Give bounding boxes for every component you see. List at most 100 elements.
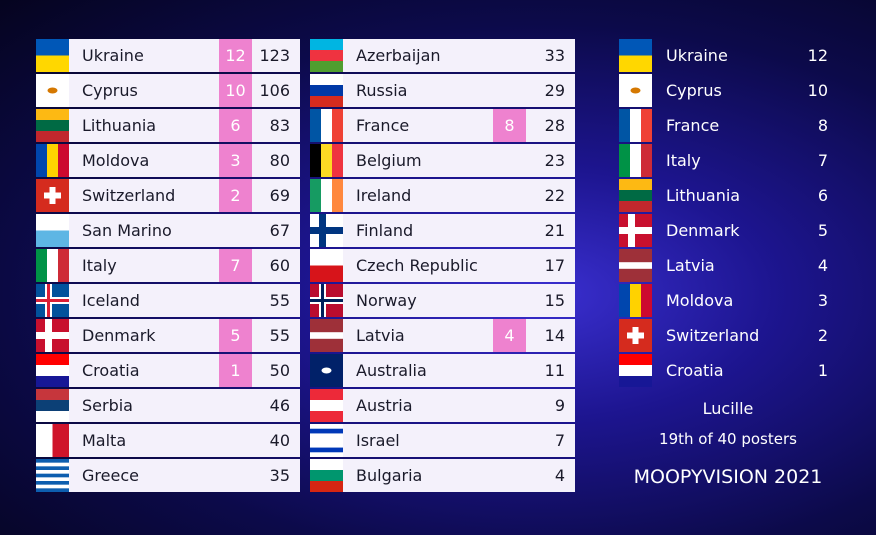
country: Croatia (82, 361, 140, 380)
flag (36, 144, 69, 177)
total: 29 (544, 81, 565, 100)
score-row: Ukraine 12 123 (36, 39, 300, 72)
flag (310, 319, 343, 352)
flag (619, 319, 652, 352)
total: 14 (544, 326, 565, 345)
country: Czech Republic (356, 256, 478, 275)
country: Moldova (666, 291, 734, 310)
total: 80 (269, 151, 290, 170)
flag (310, 459, 343, 492)
total: 35 (269, 466, 290, 485)
total: 33 (544, 46, 565, 65)
points: 4 (493, 319, 526, 352)
total: 55 (269, 326, 290, 345)
score-row: Belgium 23 (310, 144, 575, 177)
flag (36, 389, 69, 422)
flag (36, 284, 69, 317)
flag (619, 284, 653, 317)
country: Norway (356, 291, 417, 310)
country: Cyprus (82, 81, 138, 100)
country: Serbia (82, 396, 133, 415)
score-row: Austria 9 (310, 389, 575, 422)
country: Russia (356, 81, 408, 100)
country: Cyprus (666, 81, 722, 100)
country: France (666, 116, 720, 135)
total: 15 (544, 291, 565, 310)
score-row: Bulgaria 4 (310, 459, 575, 492)
flag (310, 354, 343, 387)
flag (36, 39, 69, 72)
flag (619, 144, 653, 177)
points: 7 (219, 249, 252, 282)
country: Denmark (666, 221, 740, 240)
country: Switzerland (666, 326, 760, 345)
score-row: Greece 35 (36, 459, 300, 492)
total: 106 (259, 81, 290, 100)
country: Iceland (82, 291, 140, 310)
score-row: Iceland 55 (36, 284, 300, 317)
score-row: Cyprus 10 106 (36, 74, 300, 107)
points: 3 (817, 291, 828, 310)
score-row: Moldova 3 80 (36, 144, 300, 177)
total: 40 (269, 431, 290, 450)
flag (619, 109, 653, 142)
flag (619, 179, 652, 213)
flag (619, 39, 652, 73)
country: Ukraine (82, 46, 144, 65)
country: Austria (356, 396, 413, 415)
voter-name: Lucille (702, 399, 754, 418)
country: Lithuania (666, 186, 741, 205)
country: Finland (356, 221, 414, 240)
total: 55 (269, 291, 290, 310)
total: 4 (554, 466, 565, 485)
country: Azerbaijan (356, 46, 441, 65)
flag (619, 354, 652, 388)
points: 2 (219, 179, 252, 212)
score-row: Australia 11 (310, 354, 575, 387)
total: 69 (269, 186, 290, 205)
voter-row: Ukraine 12 (619, 39, 834, 73)
country: Lithuania (82, 116, 157, 135)
flag (310, 109, 343, 142)
points: 6 (817, 186, 828, 205)
flag (619, 74, 652, 107)
flag (619, 214, 652, 247)
total: 23 (544, 151, 565, 170)
flag-box (619, 144, 653, 181)
score-row: Serbia 46 (36, 389, 300, 422)
flag (36, 109, 69, 142)
country: France (356, 116, 410, 135)
flag (310, 389, 343, 422)
score-row: Croatia 1 50 (36, 354, 300, 387)
country: Italy (82, 256, 117, 275)
score-row: Ireland 22 (310, 179, 575, 212)
country: Bulgaria (356, 466, 423, 485)
country: Ireland (356, 186, 412, 205)
flag (36, 179, 69, 212)
flag (310, 39, 343, 72)
country: Switzerland (82, 186, 176, 205)
points: 1 (219, 354, 252, 387)
flag (310, 249, 343, 282)
flag (310, 144, 343, 177)
points: 8 (493, 109, 526, 142)
total: 22 (544, 186, 565, 205)
country: Latvia (666, 256, 715, 275)
voter-row: Denmark 5 (619, 214, 834, 247)
score-row: Lithuania 6 83 (36, 109, 300, 142)
voter-rank: 19th of 40 posters (659, 430, 797, 448)
score-row: Russia 29 (310, 74, 575, 107)
flag (619, 249, 652, 283)
total: 83 (269, 116, 290, 135)
country: Croatia (666, 361, 724, 380)
flag-box (619, 179, 652, 216)
flag-box (619, 109, 653, 146)
voter-row: Croatia 1 (619, 354, 834, 388)
voter-row: Italy 7 (619, 144, 834, 177)
score-row: Denmark 5 55 (36, 319, 300, 352)
country: Italy (666, 151, 701, 170)
total: 17 (544, 256, 565, 275)
country: Australia (356, 361, 427, 380)
points: 10 (807, 81, 828, 100)
